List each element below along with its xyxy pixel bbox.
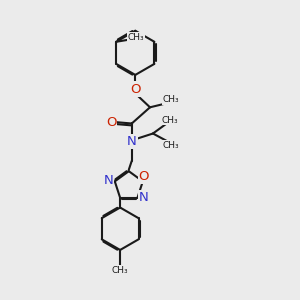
Text: CH₃: CH₃ [161,116,178,125]
Text: O: O [106,116,116,128]
Text: CH₃: CH₃ [163,141,179,150]
Text: CH₃: CH₃ [128,33,145,42]
Text: O: O [139,170,149,183]
Text: CH₃: CH₃ [112,266,128,275]
Text: N: N [103,174,113,187]
Text: N: N [139,191,149,204]
Text: O: O [130,82,140,95]
Text: N: N [127,135,136,148]
Text: CH₃: CH₃ [163,95,179,104]
